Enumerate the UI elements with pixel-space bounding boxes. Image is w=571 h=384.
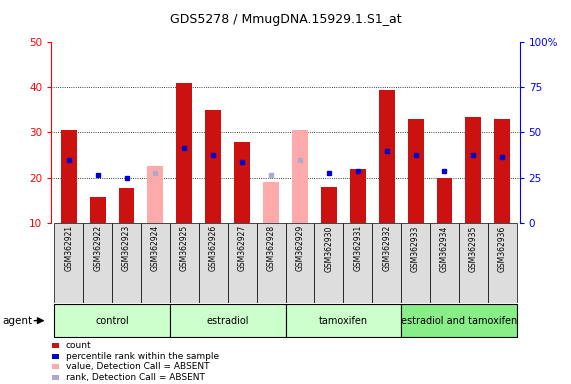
Text: GSM362925: GSM362925 xyxy=(180,225,189,271)
Bar xyxy=(234,142,250,223)
Bar xyxy=(286,304,401,337)
Bar xyxy=(90,197,106,223)
Bar xyxy=(263,182,279,223)
Text: count: count xyxy=(66,341,91,350)
Bar xyxy=(256,223,286,303)
Bar xyxy=(54,304,170,337)
Text: GSM362926: GSM362926 xyxy=(209,225,218,271)
Bar xyxy=(119,187,135,223)
Text: GSM362924: GSM362924 xyxy=(151,225,160,271)
Bar xyxy=(170,223,199,303)
Text: GSM362934: GSM362934 xyxy=(440,225,449,271)
Text: GSM362923: GSM362923 xyxy=(122,225,131,271)
Text: GSM362922: GSM362922 xyxy=(93,225,102,271)
Bar xyxy=(379,89,395,223)
Bar xyxy=(286,223,315,303)
Bar xyxy=(343,223,372,303)
Bar xyxy=(488,223,517,303)
Text: estradiol: estradiol xyxy=(207,316,249,326)
Text: rank, Detection Call = ABSENT: rank, Detection Call = ABSENT xyxy=(66,373,204,382)
Text: GSM362932: GSM362932 xyxy=(382,225,391,271)
Bar xyxy=(436,177,452,223)
Bar xyxy=(83,223,112,303)
Bar xyxy=(401,304,517,337)
Bar xyxy=(61,130,77,223)
Bar xyxy=(459,223,488,303)
Text: GSM362921: GSM362921 xyxy=(64,225,73,271)
Bar xyxy=(350,169,365,223)
Bar xyxy=(176,83,192,223)
Bar xyxy=(494,119,510,223)
Text: GSM362931: GSM362931 xyxy=(353,225,362,271)
Bar xyxy=(147,166,163,223)
Bar xyxy=(199,223,228,303)
Text: GSM362930: GSM362930 xyxy=(324,225,333,271)
Text: GDS5278 / MmugDNA.15929.1.S1_at: GDS5278 / MmugDNA.15929.1.S1_at xyxy=(170,13,401,26)
Text: GSM362936: GSM362936 xyxy=(498,225,507,271)
Bar xyxy=(53,375,59,380)
Text: GSM362927: GSM362927 xyxy=(238,225,247,271)
Bar xyxy=(53,343,59,348)
Text: GSM362928: GSM362928 xyxy=(267,225,276,271)
Text: value, Detection Call = ABSENT: value, Detection Call = ABSENT xyxy=(66,362,209,371)
Bar xyxy=(401,223,430,303)
Bar xyxy=(206,110,221,223)
Text: GSM362933: GSM362933 xyxy=(411,225,420,271)
Text: agent: agent xyxy=(3,316,33,326)
Bar xyxy=(292,130,308,223)
Text: GSM362935: GSM362935 xyxy=(469,225,478,271)
Bar xyxy=(408,119,424,223)
Bar xyxy=(430,223,459,303)
Bar xyxy=(372,223,401,303)
Bar xyxy=(170,304,286,337)
Text: percentile rank within the sample: percentile rank within the sample xyxy=(66,352,219,361)
Bar xyxy=(465,117,481,223)
Bar xyxy=(141,223,170,303)
Text: GSM362929: GSM362929 xyxy=(295,225,304,271)
Text: control: control xyxy=(95,316,129,326)
Bar xyxy=(112,223,141,303)
Bar xyxy=(315,223,343,303)
Bar xyxy=(53,364,59,369)
Bar xyxy=(321,187,337,223)
Bar xyxy=(228,223,256,303)
Bar xyxy=(54,223,83,303)
Text: estradiol and tamoxifen: estradiol and tamoxifen xyxy=(401,316,517,326)
Bar xyxy=(53,354,59,359)
Text: tamoxifen: tamoxifen xyxy=(319,316,368,326)
